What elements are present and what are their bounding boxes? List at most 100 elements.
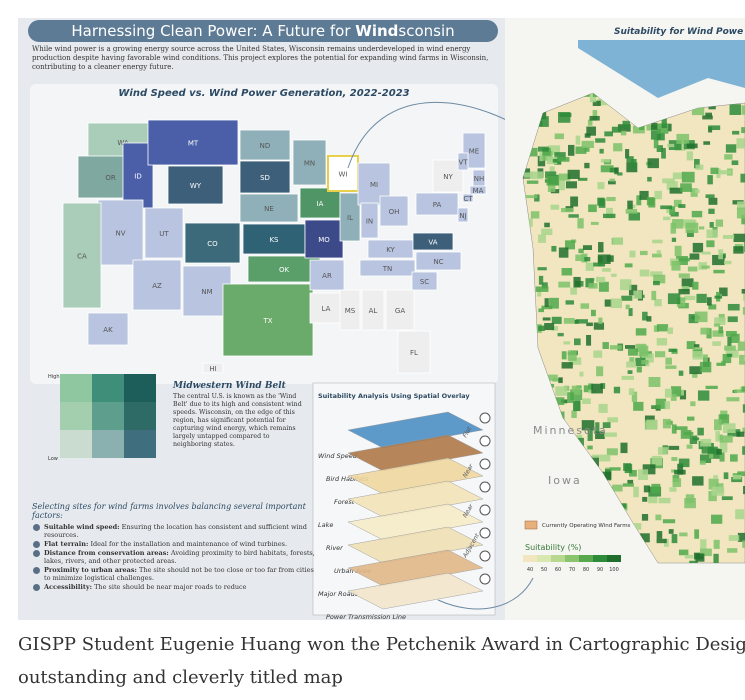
suitability-patch — [667, 123, 672, 132]
suitability-patch — [538, 234, 546, 243]
criteria-text: Ensuring the location has consistent and… — [44, 523, 307, 539]
suitability-patch — [539, 152, 544, 162]
suitability-patch — [671, 237, 677, 242]
legend-cell — [92, 402, 124, 430]
suitability-patch — [688, 314, 699, 324]
suitability-patch — [597, 98, 611, 106]
state-label: NE — [264, 205, 274, 213]
suitability-patch — [648, 495, 658, 504]
suitability-patch — [631, 523, 642, 530]
suitability-patch — [587, 119, 593, 126]
suitability-patch — [708, 478, 719, 490]
suitability-patch — [686, 341, 696, 349]
suitability-patch — [737, 471, 745, 477]
suitability-patch — [565, 181, 577, 189]
state — [412, 232, 454, 251]
layer-icon — [479, 550, 491, 562]
suitability-patch — [725, 144, 737, 153]
suitability-patch — [708, 304, 717, 310]
suitability-patch — [670, 386, 682, 397]
legend-high: High — [48, 374, 60, 380]
suitability-patch — [613, 143, 623, 152]
suitability-patch — [653, 325, 659, 332]
suitability-patch — [674, 245, 682, 257]
criteria-term: Proximity to urban areas: — [44, 566, 137, 574]
ramp-cell — [565, 555, 579, 562]
suitability-patch — [612, 484, 623, 492]
layer-label: River — [326, 544, 344, 552]
suitability-patch — [639, 190, 649, 200]
suitability-patch — [604, 131, 613, 137]
suitability-patch — [719, 441, 728, 453]
suitability-patch — [677, 463, 684, 475]
suitability-patch — [607, 417, 618, 423]
suitability-patch — [656, 145, 663, 152]
state-label: OR — [105, 174, 116, 182]
suitability-patch — [561, 267, 573, 276]
belt-title: Midwestern Wind Belt — [173, 381, 286, 391]
suitability-patch — [621, 375, 634, 380]
suitability-patch — [668, 529, 674, 534]
suitability-patch — [668, 445, 680, 450]
state-label: AZ — [152, 282, 162, 290]
suitability-patch — [602, 422, 611, 429]
suitability-patch — [671, 534, 678, 544]
suitability-patch — [712, 330, 724, 337]
poster-graphics: WAORIDMTWYNVUTCAAZCONMNDSDNEKSOKTXMNIAMO… — [30, 18, 745, 620]
suitability-patch — [578, 177, 588, 181]
suitability-patch — [687, 266, 698, 272]
suitability-patch — [712, 341, 721, 346]
state-label: GA — [395, 307, 405, 315]
suitability-patch — [734, 389, 745, 393]
state — [97, 199, 144, 266]
suitability-patch — [568, 214, 579, 218]
suitability-patch — [549, 166, 555, 173]
suitability-patch — [546, 374, 558, 381]
suitability-patch — [593, 262, 606, 267]
layer-label: Urban Area — [334, 567, 371, 575]
suitability-patch — [663, 216, 671, 221]
suitability-patch — [724, 154, 733, 160]
suitability-patch — [710, 167, 719, 175]
suitability-patch — [694, 344, 700, 350]
suitability-patch — [563, 341, 571, 345]
criteria: Selecting sites for wind farms involves … — [32, 502, 317, 592]
suitability-patch — [630, 158, 637, 170]
suitability-patch — [554, 133, 564, 140]
state — [339, 289, 361, 331]
suitability-patch — [662, 418, 671, 429]
state-label: NV — [115, 230, 125, 238]
suitability-patch — [606, 448, 618, 456]
suitability-patch — [619, 503, 627, 509]
state — [415, 251, 462, 271]
suitability-patch — [610, 298, 622, 309]
suitability-patch — [585, 278, 594, 288]
state — [299, 187, 341, 219]
suitability-patch — [577, 218, 584, 229]
criteria-text: Ideal for the installation and maintenan… — [90, 540, 288, 548]
farm-label: Currently Operating Wind Farms — [542, 523, 631, 529]
suitability-patch — [606, 255, 614, 262]
suitability-patch — [713, 475, 718, 479]
state — [462, 132, 486, 169]
suitability-patch — [613, 386, 621, 394]
state-label: SD — [260, 174, 270, 182]
suitability-patch — [608, 180, 616, 185]
suitability-patch — [654, 298, 662, 307]
neighbor-label: Minnesota — [533, 424, 608, 437]
suitability-patch — [669, 187, 683, 194]
suitability-patch — [606, 207, 613, 219]
suit-label: Suitability (%) — [525, 543, 581, 552]
state-label: LA — [322, 305, 331, 313]
suitability-patch — [573, 400, 581, 412]
state-label: CA — [77, 253, 87, 261]
suitability-patch — [575, 146, 587, 154]
suitability-patch — [638, 345, 649, 357]
suitability-patch — [526, 180, 539, 184]
caption: GISPP Student Eugenie Huang won the Petc… — [18, 628, 745, 694]
suitability-patch — [732, 130, 740, 135]
analysis-title: Suitability Analysis Using Spatial Overl… — [318, 392, 470, 400]
suitability-patch — [718, 249, 724, 260]
suitability-patch — [546, 175, 560, 186]
suitability-patch — [642, 464, 656, 475]
